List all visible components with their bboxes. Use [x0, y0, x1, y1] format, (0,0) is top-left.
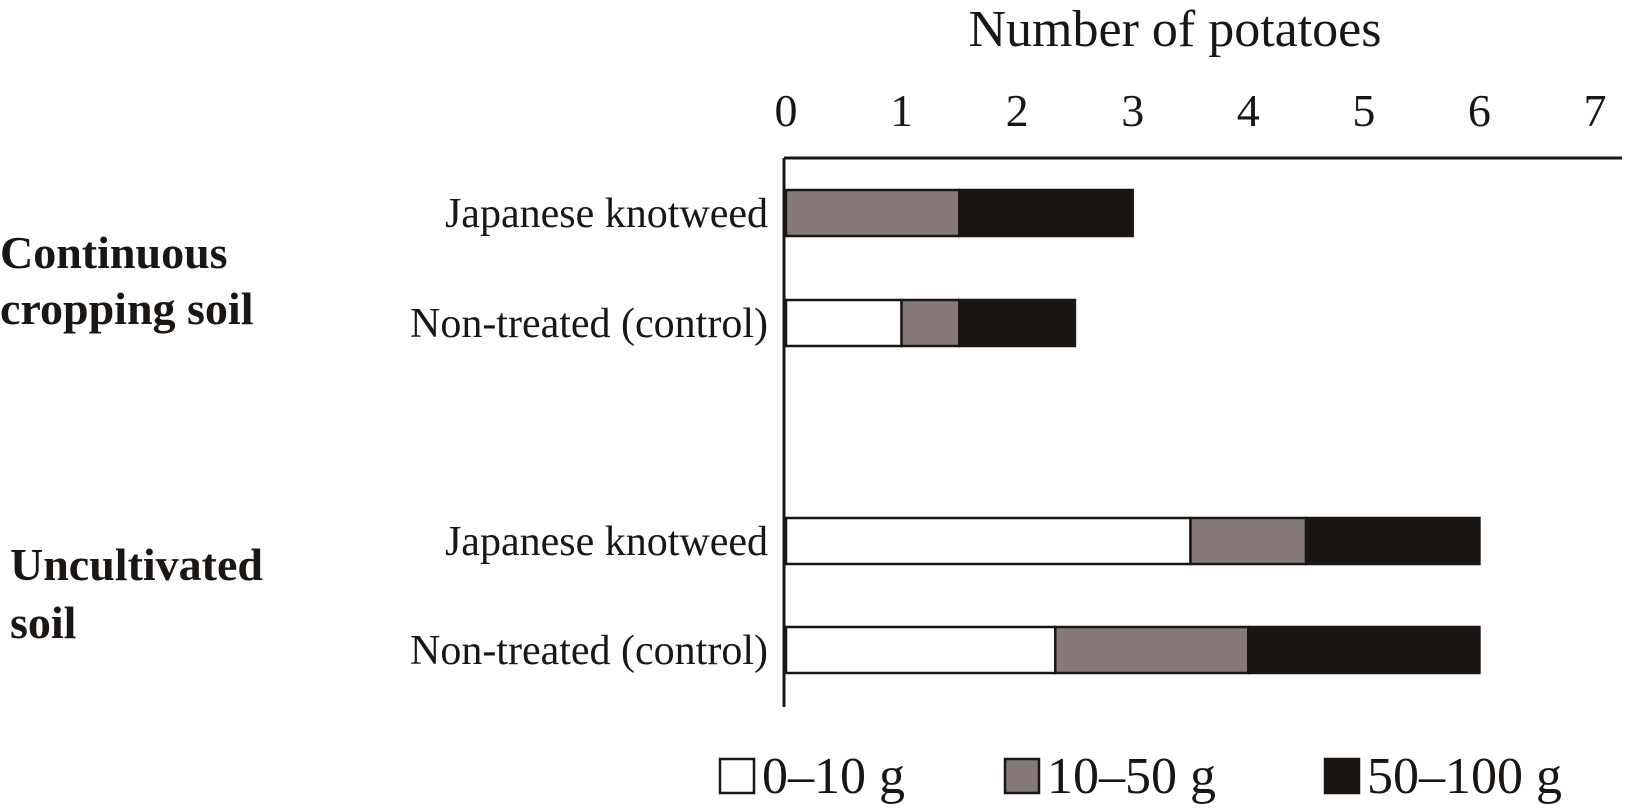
bar-segment [784, 625, 1057, 675]
category-label: Non-treated (control) [410, 301, 768, 347]
bar-segment [784, 298, 903, 348]
group-label-uncultivated-line-1: Uncultivated [10, 539, 263, 590]
group-label-continuous: Continuous cropping soil [0, 227, 254, 334]
legend-label: 10–50 g [1047, 748, 1216, 805]
x-tick-label: 2 [1006, 85, 1029, 136]
x-tick-label: 3 [1121, 85, 1144, 136]
bar-segment [784, 516, 1192, 566]
group-label-continuous-line-2: cropping soil [0, 283, 254, 334]
group-label-continuous-line-1: Continuous [0, 227, 228, 278]
legend-label: 0–10 g [762, 748, 905, 805]
group-label-uncultivated: Uncultivated soil [10, 539, 275, 648]
category-labels: Japanese knotweed Non-treated (control) Ja… [410, 191, 768, 674]
x-axis-title: Number of potatoes [968, 1, 1381, 58]
bar-segment [1247, 625, 1481, 675]
bar-segment [958, 188, 1134, 238]
legend-swatch [1323, 757, 1361, 795]
category-label: Non-treated (control) [410, 628, 768, 674]
bar-segment [958, 298, 1077, 348]
category-label: Japanese knotweed [445, 519, 768, 565]
x-tick-label: 1 [890, 85, 913, 136]
x-tick-label: 7 [1584, 85, 1607, 136]
bar-area [784, 188, 1481, 675]
x-tick-label: 0 [775, 85, 798, 136]
legend-swatch [718, 757, 756, 795]
x-tick-label: 6 [1468, 85, 1491, 136]
x-tick-label: 4 [1237, 85, 1260, 136]
bar-segment [1304, 516, 1481, 566]
x-tick-labels: 0 1 2 3 4 5 6 7 [775, 85, 1607, 136]
bar-segment [784, 188, 961, 238]
bar-segment [900, 298, 961, 348]
x-tick-label: 5 [1352, 85, 1375, 136]
bar-segment [1054, 625, 1250, 675]
group-label-uncultivated-line-2: soil [10, 597, 76, 648]
legend-label: 50–100 g [1367, 748, 1562, 805]
bar-segment [1189, 516, 1308, 566]
category-label: Japanese knotweed [445, 191, 768, 237]
legend-swatch [1003, 757, 1041, 795]
legend: 0–10 g 10–50 g 50–100 g [718, 748, 1562, 805]
